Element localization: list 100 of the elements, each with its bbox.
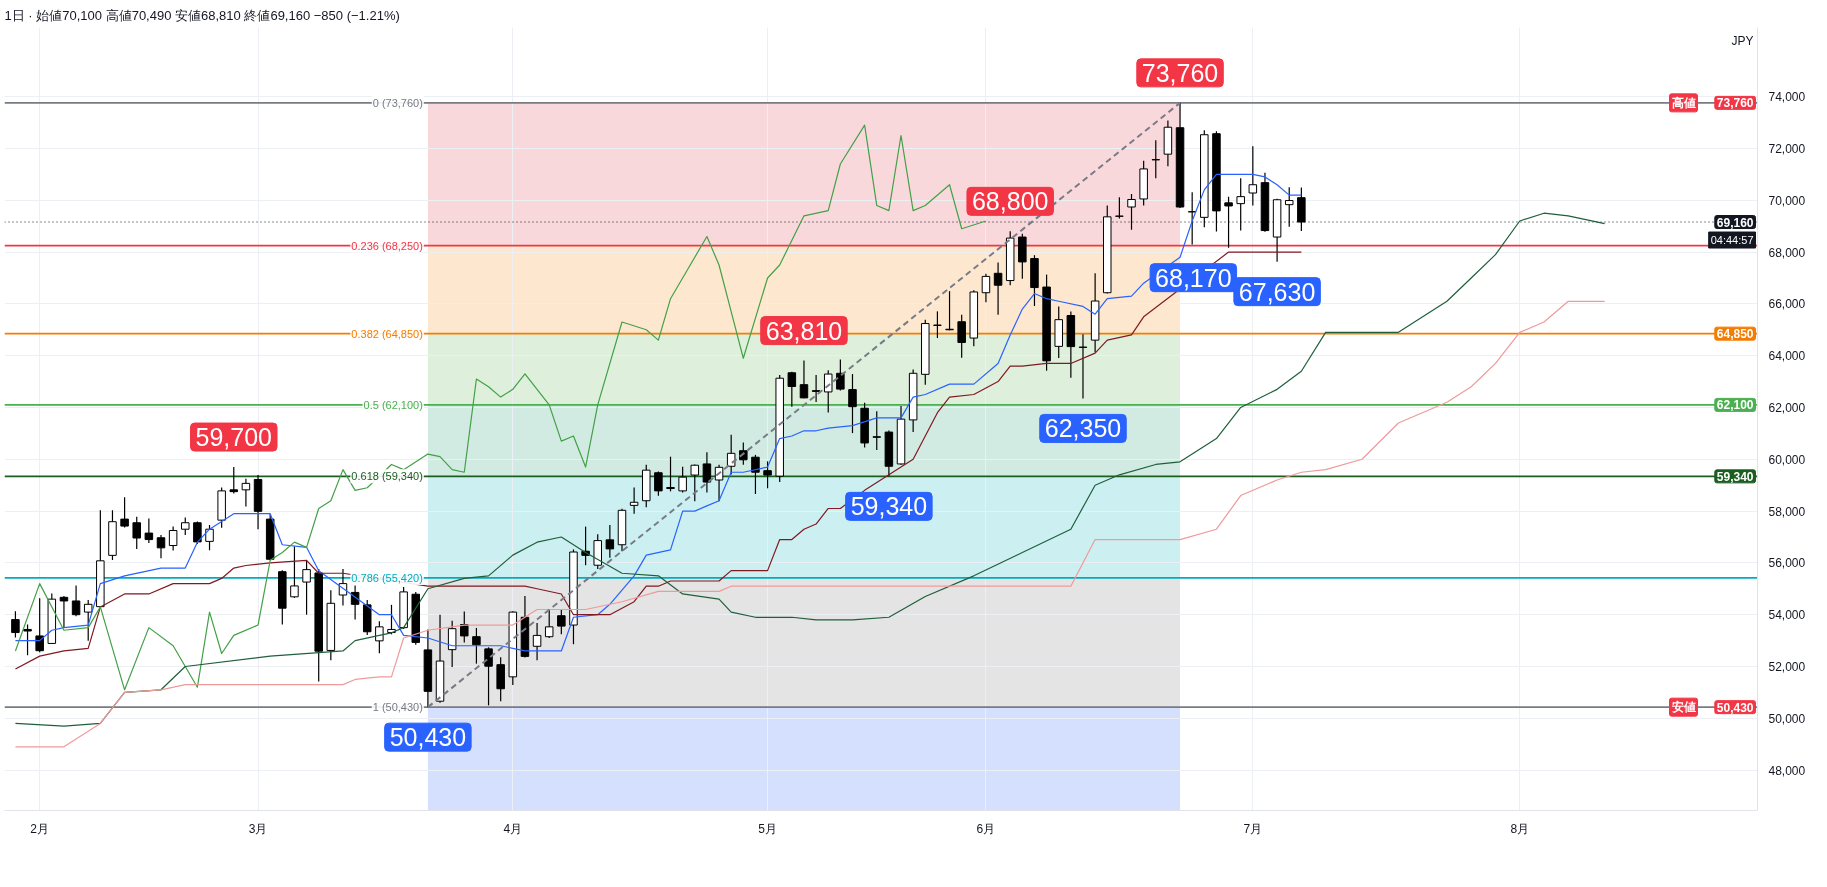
y-tick-label: 72,000 — [1768, 141, 1806, 156]
candlestick — [557, 609, 566, 635]
y-tick-label: 64,000 — [1768, 349, 1806, 364]
x-tick-label: 3月 — [248, 821, 268, 836]
candlestick — [751, 454, 760, 495]
candlestick — [629, 486, 639, 515]
candlestick — [836, 358, 845, 391]
candlestick — [933, 310, 942, 339]
candlestick — [59, 595, 69, 629]
annotation: 69,160 — [1716, 215, 1754, 230]
annotation: 50,430 — [389, 723, 467, 752]
candlestick — [83, 599, 93, 642]
candlestick — [71, 584, 81, 617]
candlestick — [472, 627, 481, 665]
annotation: 64,850 — [1716, 327, 1754, 342]
annotation: 68,800 — [971, 187, 1049, 216]
candlestick — [1127, 193, 1136, 231]
y-tick-label: 68,000 — [1768, 245, 1806, 260]
x-tick-label: 4月 — [503, 821, 523, 836]
annotation: 高値 — [1671, 95, 1696, 110]
candlestick — [447, 620, 457, 668]
candlestick — [690, 463, 700, 502]
line-series — [14, 212, 1606, 727]
x-tick-label: 6月 — [976, 821, 996, 836]
candlestick — [144, 517, 154, 544]
y-tick-label: 74,000 — [1768, 90, 1806, 105]
y-tick-label: 50,000 — [1768, 711, 1806, 726]
annotation: 73,760 — [1141, 58, 1219, 87]
annotation: 安値 — [1671, 700, 1696, 715]
annotation: JPY — [1731, 33, 1754, 48]
candlestick — [823, 369, 833, 413]
candlestick — [666, 456, 675, 492]
candlestick — [1187, 191, 1197, 246]
x-tick-label: 7月 — [1243, 821, 1263, 836]
ref-line-label: 0.236 (68,250) — [351, 239, 423, 252]
y-tick-label: 58,000 — [1768, 504, 1806, 519]
candlestick — [350, 584, 360, 621]
candlestick — [532, 622, 542, 661]
annotation: 59,340 — [1716, 469, 1754, 484]
candlestick — [848, 373, 857, 434]
y-tick-label: 54,000 — [1768, 608, 1806, 623]
y-tick-label: 66,000 — [1768, 297, 1806, 312]
ref-line-label: 1 (50,430) — [372, 701, 423, 714]
candlestick — [132, 516, 141, 550]
y-tick-label: 62,000 — [1768, 400, 1806, 415]
candlestick — [993, 261, 1003, 316]
annotation: 63,810 — [765, 316, 843, 345]
candlestick — [1284, 186, 1294, 228]
ref-line-label: 0 (73,760) — [372, 96, 423, 109]
chart-title: 1日 · 始値70,100 高値70,490 安値68,810 終値69,160 −850 (−1.21%) — [4, 7, 400, 23]
candlestick — [168, 526, 178, 552]
annotation: 68,170 — [1155, 263, 1232, 292]
annotation: 04:44:57 — [1710, 234, 1754, 247]
candlestick — [375, 620, 384, 654]
candlestick — [120, 496, 129, 528]
candlestick — [156, 534, 166, 559]
ref-line-label: 0.5 (62,100) — [363, 398, 423, 411]
x-tick-label: 8月 — [1510, 821, 1530, 836]
annotation: 59,700 — [195, 423, 273, 452]
annotation: 73,760 — [1716, 96, 1754, 111]
candlestick — [229, 466, 239, 495]
y-tick-label: 60,000 — [1768, 452, 1806, 467]
candlestick — [193, 520, 202, 545]
ref-line-label: 0.786 (55,420) — [351, 571, 423, 584]
candlestick — [1248, 145, 1258, 207]
candlestick — [763, 460, 772, 489]
candlestick — [1236, 177, 1245, 232]
candlestick — [787, 371, 797, 408]
y-tick-label: 56,000 — [1768, 556, 1806, 571]
candlestick — [205, 524, 214, 551]
ref-line-label: 0.618 (59,340) — [351, 470, 423, 483]
y-tick-label: 48,000 — [1768, 763, 1806, 778]
candlestick — [678, 466, 687, 494]
candlestick — [544, 608, 554, 639]
candlestick — [981, 273, 991, 303]
ref-line-label: 0.382 (64,850) — [351, 327, 423, 340]
annotation: 62,100 — [1716, 398, 1754, 413]
x-tick-label: 5月 — [758, 821, 777, 836]
candlestick — [1078, 333, 1088, 400]
candlestick — [23, 623, 32, 656]
candlestick — [302, 560, 311, 616]
candlestick — [605, 524, 615, 559]
candlestick — [799, 359, 809, 399]
annotation: 59,340 — [850, 492, 928, 521]
annotation: 62,350 — [1044, 414, 1122, 443]
candlestick — [11, 610, 20, 639]
candlestick — [484, 646, 493, 706]
y-tick-label: 52,000 — [1768, 659, 1806, 674]
candlestick — [726, 434, 736, 476]
candlestick — [290, 545, 299, 599]
x-tick-label: 2月 — [30, 821, 50, 836]
candlestick — [872, 410, 882, 451]
candlestick — [702, 451, 712, 494]
candlestick — [654, 470, 663, 497]
candlestick — [1151, 139, 1161, 179]
candlestick — [35, 597, 44, 653]
y-tick-label: 70,000 — [1768, 193, 1806, 208]
candlestick — [811, 374, 821, 403]
candlestick — [1224, 196, 1233, 249]
candlestick — [957, 314, 966, 359]
